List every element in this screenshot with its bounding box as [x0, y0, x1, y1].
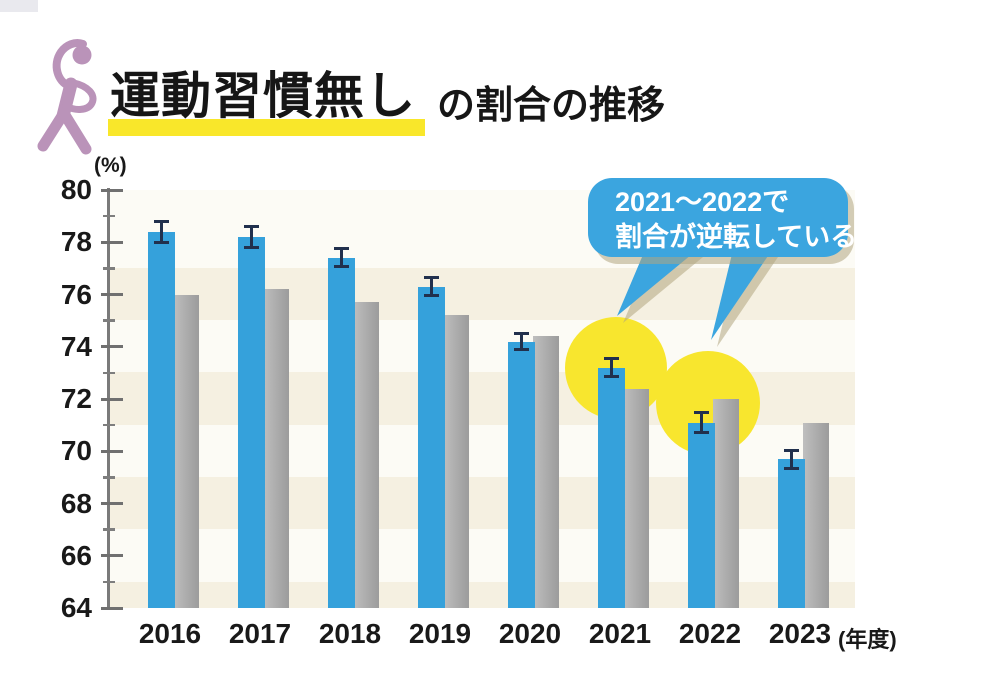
y-tick-label-66: 66: [60, 539, 92, 571]
bar-blue-2023: [778, 459, 805, 608]
page-title-highlight: 運動習慣無し: [110, 68, 416, 124]
bar-blue-2020: [508, 341, 535, 608]
x-tick-label-2017: 2017: [228, 618, 292, 649]
y-axis-unit-label: (%): [94, 154, 127, 177]
y-tick-major-74: [101, 345, 123, 349]
x-tick-label-2023: 2023: [768, 618, 832, 649]
error-bar-2020: [514, 332, 529, 351]
y-tick-major-68: [101, 502, 123, 505]
y-tick-label-70: 70: [60, 435, 92, 467]
error-bar-line-2020: [520, 335, 523, 348]
error-bar-2016: [154, 220, 169, 244]
error-bar-line-2016: [160, 223, 163, 241]
y-tick-label-74: 74: [60, 330, 92, 362]
y-tick-minor-73: [103, 371, 115, 375]
y-tick-label-76: 76: [60, 278, 92, 310]
error-bar-2022: [694, 410, 709, 435]
error-bar-line-2022: [700, 413, 703, 432]
y-tick-minor-67: [103, 528, 115, 531]
y-tick-major-66: [101, 554, 123, 558]
y-tick-major-72: [101, 397, 123, 401]
error-bar-2023: [784, 448, 799, 470]
bar-blue-2016: [148, 231, 175, 608]
y-tick-minor-75: [103, 319, 115, 322]
x-tick-label-2021: 2021: [588, 618, 652, 649]
x-tick-label-2019: 2019: [408, 618, 472, 649]
bar-blue-2019: [418, 286, 445, 608]
y-tick-major-76: [101, 293, 123, 296]
corner-artifact: [0, 0, 38, 12]
speech-bubble: 2021〜2022で 割合が逆転している: [588, 178, 858, 257]
stretching-person-icon: [37, 39, 97, 155]
bar-gray-2021: [623, 388, 649, 608]
title-highlight-underline: [108, 119, 425, 136]
error-bar-2021: [604, 357, 619, 379]
bar-gray-2020: [533, 336, 559, 608]
error-bar-line-2023: [790, 451, 793, 467]
speech-bubble-line1: 2021〜2022で: [615, 187, 790, 217]
bar-gray-2023: [803, 422, 829, 608]
speech-bubble-tails: [617, 250, 778, 347]
page-title-rest: の割合の推移: [437, 85, 666, 127]
y-tick-minor-77: [103, 267, 115, 270]
bar-blue-2017: [238, 237, 265, 608]
bar-gray-2022: [713, 399, 739, 608]
bar-gray-2017: [263, 289, 289, 608]
y-tick-label-72: 72: [60, 383, 92, 414]
bar-blue-2021: [598, 367, 625, 608]
bar-gray-2018: [353, 302, 379, 608]
y-tick-minor-71: [103, 423, 115, 427]
y-tick-major-80: [101, 188, 123, 192]
error-bar-2018: [334, 247, 349, 269]
bar-blue-2018: [328, 257, 355, 608]
y-tick-label-78: 78: [60, 226, 92, 258]
x-tick-label-2020: 2020: [498, 618, 562, 649]
x-tick-label-2018: 2018: [318, 618, 382, 649]
y-tick-major-78: [101, 240, 123, 244]
y-tick-label-80: 80: [60, 174, 92, 205]
error-bar-2017: [244, 225, 259, 249]
y-tick-major-70: [101, 449, 123, 453]
error-bar-2019: [424, 276, 439, 298]
x-tick-label-2022: 2022: [678, 618, 742, 649]
y-tick-minor-65: [103, 580, 115, 584]
y-tick-label-64: 64: [60, 592, 92, 623]
bar-gray-2019: [443, 315, 469, 608]
error-bar-line-2017: [250, 228, 253, 246]
y-tick-minor-69: [103, 476, 115, 479]
x-axis-unit-label: (年度): [838, 627, 897, 652]
x-tick-label-2016: 2016: [138, 618, 202, 649]
error-bar-line-2019: [430, 279, 433, 295]
bar-gray-2016: [173, 294, 199, 608]
bar-blue-2022: [688, 422, 715, 608]
y-tick-minor-79: [103, 214, 115, 218]
error-bar-line-2021: [610, 360, 613, 376]
speech-bubble-line2: 割合が逆転している: [615, 222, 858, 252]
y-tick-major-64: [101, 606, 123, 610]
y-tick-label-68: 68: [60, 487, 92, 519]
error-bar-line-2018: [340, 250, 343, 266]
